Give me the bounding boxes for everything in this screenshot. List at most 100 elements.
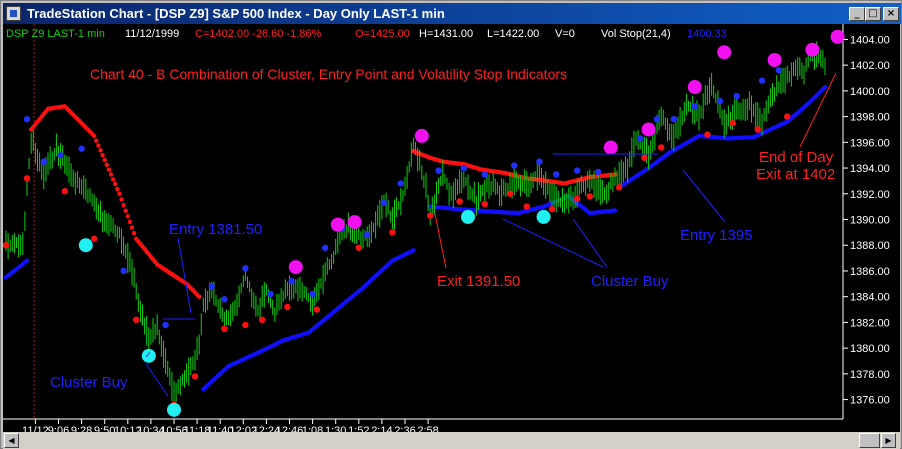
vol-stop-dot (113, 181, 118, 187)
swing-high-dot (574, 167, 581, 174)
y-tick-label: 1382.00 (850, 317, 890, 329)
swing-low-dot (586, 193, 593, 200)
minimize-button[interactable]: _ (849, 7, 865, 21)
cluster-sell-marker (288, 260, 303, 275)
maximize-button[interactable]: □ (865, 7, 881, 21)
vol-stop-dot (92, 133, 97, 139)
swing-high-dot (309, 290, 316, 298)
price-bars-series (5, 41, 826, 406)
swing-high-dot (23, 115, 31, 123)
swing-high-dot (536, 158, 543, 165)
title-bar[interactable]: TradeStation Chart - [DSP Z9] S&P 500 In… (3, 3, 901, 24)
swing-low-dot (242, 321, 249, 329)
swing-low-dot (481, 200, 488, 208)
swing-high-dot (670, 115, 677, 123)
vol-stop-dot (612, 208, 618, 213)
swing-high-series (23, 67, 782, 329)
x-tick-label: 11:40 (207, 425, 234, 432)
cluster-buy-2-leader-a (502, 218, 604, 268)
vol-stop-dot (117, 191, 122, 196)
x-tick-label: 9:06 (48, 425, 69, 432)
y-tick-label: 1376.00 (850, 395, 890, 407)
window-title: TradeStation Chart - [DSP Z9] S&P 500 In… (27, 6, 445, 21)
annotation-entry-2: Entry 1395 (680, 227, 753, 244)
swing-high-dot (380, 199, 388, 206)
price-chart[interactable]: DSP Z9 LAST-1 min 11/12/1999 C=1402.00 -… (3, 24, 900, 432)
swing-low-dot (523, 203, 530, 210)
chart-area[interactable]: DSP Z9 LAST-1 min 11/12/1999 C=1402.00 -… (3, 24, 900, 432)
cluster-sell-marker (603, 140, 618, 155)
swing-high-dot (208, 283, 215, 290)
scroll-left-icon[interactable]: ◀ (4, 433, 19, 448)
status-open: O=1425.00 (355, 28, 410, 40)
swing-low-dot (456, 198, 463, 205)
status-low: L=1422.00 (487, 28, 539, 40)
scroll-right-icon[interactable]: ▶ (881, 433, 896, 448)
status-high: H=1431.00 (419, 28, 473, 40)
y-tick-label: 1380.00 (850, 343, 890, 355)
swing-high-dot (40, 158, 47, 165)
time-axis: 11/12 9:06 9:28 9:5010:1210:3410:5611:1811:… (22, 419, 439, 432)
x-tick-label: 12:24 (253, 425, 281, 432)
swing-low-dot (313, 306, 320, 313)
x-tick-label: 10:34 (137, 425, 165, 432)
swing-high-dot (78, 145, 85, 152)
status-volume: V=0 (555, 28, 575, 40)
swing-high-dot (511, 162, 518, 169)
x-tick-label: 1:30 (325, 425, 346, 432)
vol-stop-dot (115, 186, 120, 192)
cluster-sell-marker (330, 217, 345, 232)
vol-stop-dot (127, 219, 133, 225)
x-tick-label: 9:50 (94, 425, 115, 432)
status-symbol: DSP Z9 LAST-1 min (6, 28, 105, 40)
y-tick-label: 1404.00 (850, 34, 890, 46)
x-tick-label: 2:58 (417, 425, 438, 432)
swing-low-dot (284, 303, 291, 311)
swing-low-dot (23, 175, 31, 182)
swing-high-dot (775, 67, 782, 74)
swing-low-dot (729, 119, 736, 127)
swing-high-dot (288, 278, 295, 285)
x-tick-label: 11/12 (22, 425, 49, 432)
swing-low-dot (641, 154, 648, 161)
y-tick-label: 1396.00 (850, 137, 890, 149)
y-tick-label: 1388.00 (850, 240, 890, 252)
vol-stop-dot (104, 162, 110, 168)
y-tick-label: 1400.00 (850, 86, 890, 98)
swing-high-dot (397, 180, 404, 187)
swing-low-dot (658, 144, 665, 151)
annotation-eod-line-1: End of Day (759, 149, 834, 166)
vol-stop-dot (102, 157, 107, 163)
app-icon[interactable] (6, 6, 21, 21)
cluster-sell-marker (687, 80, 702, 95)
y-tick-label: 1386.00 (850, 266, 890, 278)
vol-stop-dot (106, 167, 112, 172)
x-tick-label: 11:18 (184, 425, 211, 432)
vol-stop-dot (108, 172, 114, 177)
cluster-buy-marker (167, 402, 181, 417)
cluster-sell-marker (641, 122, 656, 137)
close-button[interactable]: × (883, 7, 899, 21)
swing-low-dot (221, 325, 228, 333)
vol-stop-short-series (29, 104, 618, 299)
cluster-sell-marker (414, 128, 429, 143)
x-tick-label: 10:56 (160, 425, 188, 432)
scroll-thumb[interactable] (859, 433, 880, 448)
chart-title: Chart 40 - B Combination of Cluster, Ent… (90, 66, 567, 82)
cluster-buy-1-leader-2 (145, 363, 169, 397)
swing-high-dot (435, 167, 442, 174)
x-tick-label: 1:52 (348, 425, 369, 432)
annotation-cluster-buy-2: Cluster Buy (591, 273, 669, 290)
y-tick-label: 1402.00 (850, 60, 890, 72)
cluster-series (78, 29, 845, 417)
cluster-sell-marker (347, 215, 362, 230)
cluster-buy-1-leader (145, 351, 151, 358)
vol-stop-dot (125, 214, 130, 219)
horizontal-scrollbar[interactable]: ◀ ▶ (3, 432, 900, 449)
x-tick-label: 2:36 (394, 425, 415, 432)
swing-high-dot (553, 171, 560, 178)
status-line: DSP Z9 LAST-1 min 11/12/1999 C=1402.00 -… (6, 28, 727, 40)
vol-stop-dot (24, 258, 30, 263)
cluster-buy-marker (536, 209, 551, 224)
swing-low-dot (427, 212, 434, 219)
